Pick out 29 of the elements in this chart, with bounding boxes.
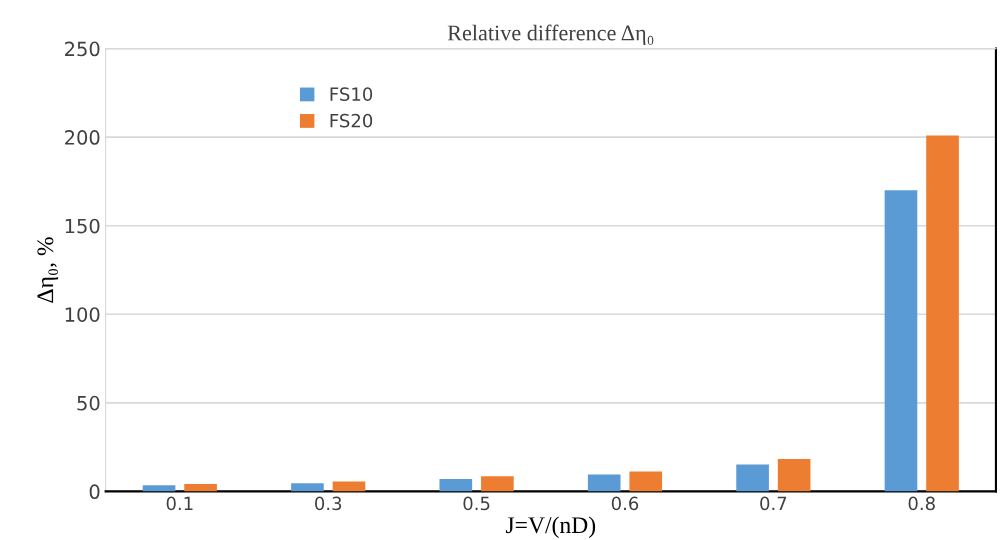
x-axis-title: J=V/(nD) <box>505 516 596 538</box>
bar <box>439 479 473 492</box>
bar <box>142 485 176 492</box>
bar <box>777 458 811 492</box>
y-axis-title: Δη₀, % <box>37 237 59 303</box>
x-tick-label: 0.8 <box>908 496 935 511</box>
y-tick-label: 100 <box>65 307 100 322</box>
x-tick-label: 0.1 <box>166 496 193 511</box>
x-tick-label: 0.6 <box>611 496 639 511</box>
bar <box>736 464 769 492</box>
bar <box>587 474 621 492</box>
legend-label: FS20 <box>330 113 373 128</box>
x-tick-label: 0.5 <box>463 496 490 511</box>
y-tick-label: 50 <box>77 395 100 411</box>
y-tick-label: 150 <box>65 218 100 234</box>
bar <box>884 190 918 492</box>
bar <box>481 476 514 492</box>
bar <box>629 471 663 492</box>
y-tick-label: 0 <box>89 484 100 500</box>
legend-label: FS10 <box>330 87 373 101</box>
chart-title: Relative difference Δη₀ <box>447 24 654 45</box>
x-tick-label: 0.3 <box>315 496 342 511</box>
y-tick-label: 250 <box>65 41 100 57</box>
bar <box>926 135 959 492</box>
bar <box>184 483 217 492</box>
bar <box>291 483 324 492</box>
bar <box>332 481 366 492</box>
x-tick-label: 0.7 <box>760 496 787 511</box>
y-tick-label: 200 <box>65 130 100 145</box>
